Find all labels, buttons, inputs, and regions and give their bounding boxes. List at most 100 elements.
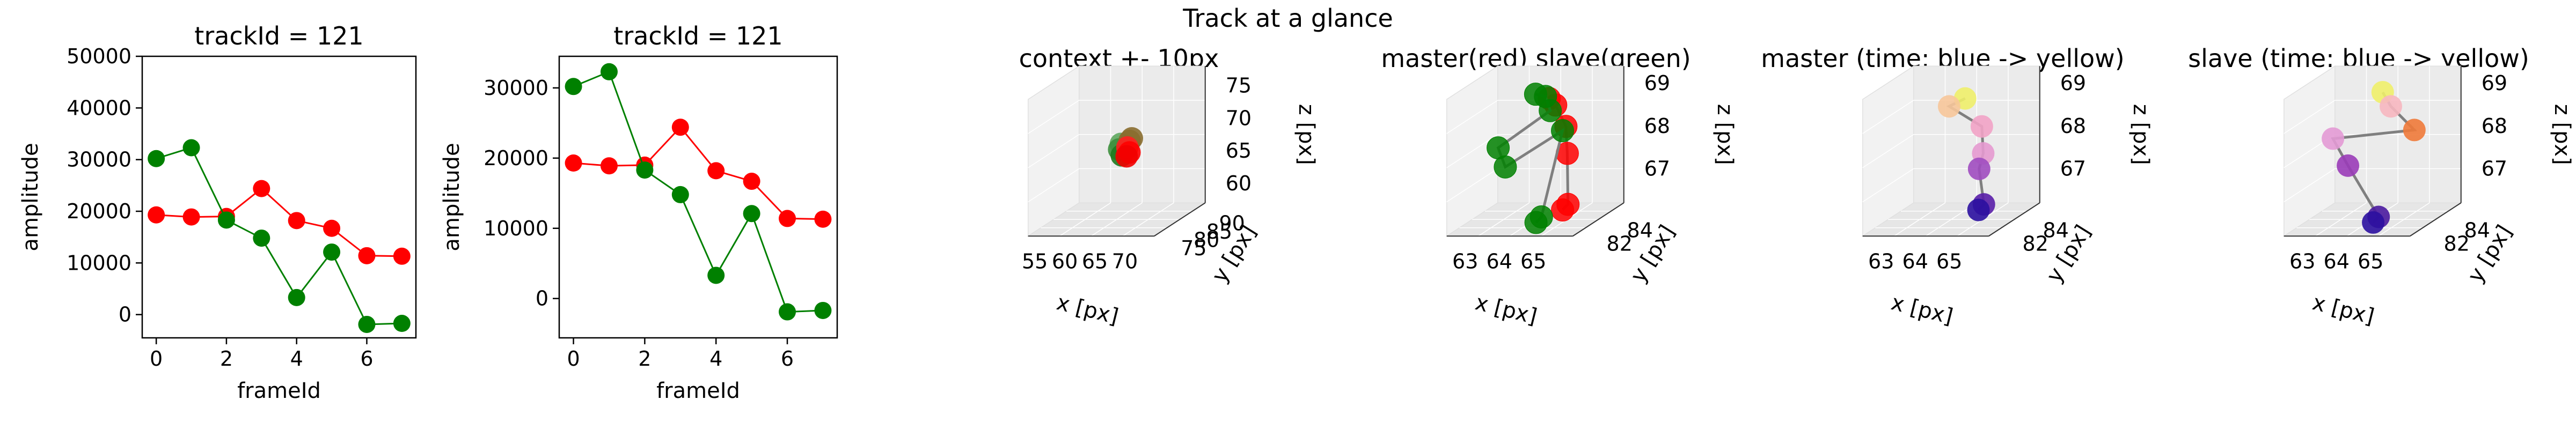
data-point (1115, 145, 1138, 168)
y-axis-line (2410, 202, 2462, 237)
x-tick-label: 64 (2324, 249, 2350, 273)
z-tick-label: 69 (1644, 71, 1670, 95)
grid-line (1862, 134, 1914, 168)
y-tick-label: 50000 (67, 45, 131, 68)
y-tick-label: 90 (1219, 212, 1245, 235)
z-tick-label: 75 (1226, 74, 1252, 98)
y-tick-label: 40000 (67, 96, 131, 120)
z-tick-label: 68 (2060, 114, 2086, 138)
z-axis-label: z [px] (2550, 104, 2574, 165)
y-axis-label: amplitude (18, 143, 43, 251)
data-point (323, 219, 341, 237)
x-axis-label: x [px] (1473, 290, 1539, 329)
x-tick-label: 60 (1052, 249, 1078, 273)
data-point (743, 205, 760, 223)
plot-frame (558, 55, 838, 339)
data-point (1551, 119, 1575, 143)
z-tick-label: 67 (1644, 157, 1670, 181)
x-axis-label: x [px] (1889, 290, 1955, 329)
x-tick-label: 63 (1452, 249, 1478, 273)
data-point (148, 150, 165, 167)
data-point (393, 247, 411, 265)
data-point (393, 315, 411, 332)
x-tick-label: 0 (150, 347, 163, 371)
data-point (1967, 198, 1990, 221)
grid-line (1028, 134, 1080, 168)
data-point (779, 303, 796, 321)
grid-line (1862, 100, 1914, 134)
x-axis-label: x [px] (1054, 290, 1121, 329)
series-2 (565, 63, 832, 321)
y-tick-label: 84 (2043, 219, 2069, 242)
y-tick-label: 30000 (484, 76, 548, 100)
chart-title: trackId = 121 (194, 21, 363, 50)
x-tick-label: 2 (220, 347, 233, 371)
data-point (1967, 157, 1990, 180)
y-tick-label: 80 (1194, 228, 1219, 252)
data-point (565, 78, 582, 95)
x-tick-label: 6 (781, 347, 794, 371)
z-tick-label: 67 (2482, 157, 2507, 181)
data-point (288, 212, 305, 230)
data-point (1551, 198, 1575, 222)
z-tick-label: 68 (2482, 114, 2507, 138)
x-tick-label: 65 (1936, 249, 1962, 273)
x-tick-label: 2 (638, 347, 651, 371)
grid-line (2284, 100, 2336, 134)
line-chart-2: trackId = 121 0 2 4 6 0 10000 20000 30000 frameId… (440, 21, 838, 403)
z-axis-label: z [px] (2128, 104, 2153, 165)
y-tick-label: 10000 (67, 251, 131, 275)
x-axis-label: frameId (237, 379, 321, 403)
z-tick-label: 68 (1644, 114, 1670, 138)
z-tick-label: 69 (2060, 71, 2086, 95)
y-axis-line (1154, 202, 1206, 237)
plot-frame (141, 55, 417, 339)
grid-line (1446, 168, 1498, 203)
data-point (2362, 211, 2385, 234)
y-tick-label: 84 (2464, 219, 2490, 242)
grid-line (1122, 202, 1174, 236)
data-point (814, 301, 832, 319)
data-point (779, 210, 796, 227)
series-line (156, 146, 402, 326)
data-point (358, 315, 376, 333)
y-tick-label: 84 (1627, 219, 1653, 242)
y-tick-label: 10000 (484, 217, 548, 240)
data-point (148, 206, 165, 224)
grid-line (2284, 168, 2336, 203)
y-axis-line (1988, 202, 2040, 237)
data-point (671, 186, 689, 203)
y-tick-label: 82 (1607, 232, 1633, 255)
z-tick-label: 60 (1226, 172, 1252, 195)
scatter3d-panel-2: master(red) slave(green)63 64 658284676869… (1381, 44, 1737, 329)
grid-line (1028, 168, 1080, 203)
data-point (671, 119, 689, 136)
x-tick-label: 4 (709, 347, 722, 371)
series-1 (565, 119, 832, 228)
z-tick-label: 67 (2060, 157, 2086, 181)
data-point (1494, 155, 1517, 179)
y-tick-label: 82 (2023, 232, 2048, 255)
figure-suptitle: Track at a glance (1182, 4, 1393, 33)
data-point (2403, 119, 2426, 142)
data-point (2337, 154, 2360, 177)
data-point (217, 211, 235, 229)
x-tick-label: 63 (1868, 249, 1894, 273)
x-tick-label: 6 (360, 347, 373, 371)
x-tick-label: 4 (290, 347, 303, 371)
y-tick-label: 0 (536, 287, 548, 310)
z-axis-label: z [px] (1294, 104, 1319, 165)
data-point (182, 208, 200, 226)
x-tick-label: 65 (1082, 249, 1108, 273)
data-point (1970, 115, 1993, 138)
data-point (323, 243, 341, 261)
y-tick-label: 0 (119, 303, 131, 327)
data-point (600, 157, 618, 175)
data-point (1937, 95, 1960, 118)
x-tick-label: 63 (2289, 249, 2315, 273)
data-point (636, 161, 654, 179)
data-point (707, 267, 725, 284)
y-axis-label: amplitude (440, 143, 464, 251)
x-axis-label: frameId (656, 379, 740, 403)
x-tick-label: 0 (567, 347, 580, 371)
